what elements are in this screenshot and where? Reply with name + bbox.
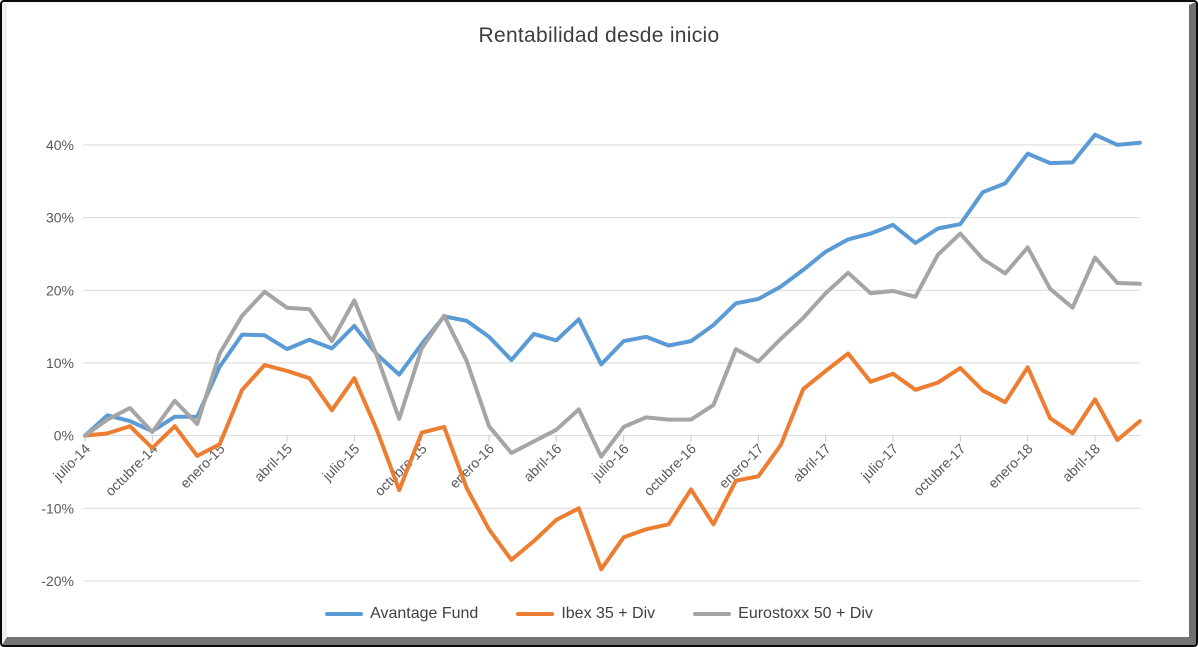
legend-line-swatch-ibex-35-div	[516, 612, 555, 616]
legend-item-avantage-fund: Avantage Fund	[325, 605, 478, 623]
x-axis-label: enero-18	[985, 440, 1036, 491]
legend-line-swatch-avantage-fund	[325, 612, 364, 616]
chart-legend: Avantage Fund Ibex 35 + Div Eurostoxx 50 +…	[0, 600, 1198, 628]
y-axis-label: 30%	[46, 210, 74, 226]
legend-line-swatch-eurostoxx-50-div	[693, 612, 732, 616]
x-axis-label: julio-15	[319, 440, 363, 484]
y-axis-label: 0%	[54, 428, 74, 444]
legend-label-avantage-fund: Avantage Fund	[370, 605, 479, 622]
x-axis-label: enero-15	[177, 440, 228, 491]
y-axis-label: 20%	[46, 282, 74, 298]
x-axis-label: octubre-17	[910, 440, 969, 499]
x-axis-label: julio-14	[49, 440, 93, 484]
legend-item-eurostoxx-50-div: Eurostoxx 50 + Div	[693, 605, 873, 623]
y-axis-label: 10%	[46, 355, 74, 371]
series-line-ibex-35-div	[83, 351, 1142, 572]
x-axis-label: abril-17	[789, 440, 833, 484]
x-axis-label: abril-15	[251, 440, 295, 484]
series-line-eurostoxx-50-div	[83, 231, 1142, 459]
legend-item-ibex-35-div: Ibex 35 + Div	[516, 605, 655, 623]
x-axis-label: julio-17	[857, 440, 901, 484]
y-axis-label: 40%	[46, 137, 74, 153]
y-axis-label: -10%	[41, 500, 74, 516]
series-line-avantage-fund	[83, 132, 1142, 438]
legend-label-ibex-35-div: Ibex 35 + Div	[561, 605, 656, 622]
legend-label-eurostoxx-50-div: Eurostoxx 50 + Div	[738, 605, 873, 622]
x-axis-label: enero-17	[716, 440, 767, 491]
chart-title: Rentabilidad desde inicio	[478, 24, 720, 47]
x-axis-label: abril-18	[1059, 440, 1103, 484]
y-axis-label: -20%	[41, 573, 74, 589]
